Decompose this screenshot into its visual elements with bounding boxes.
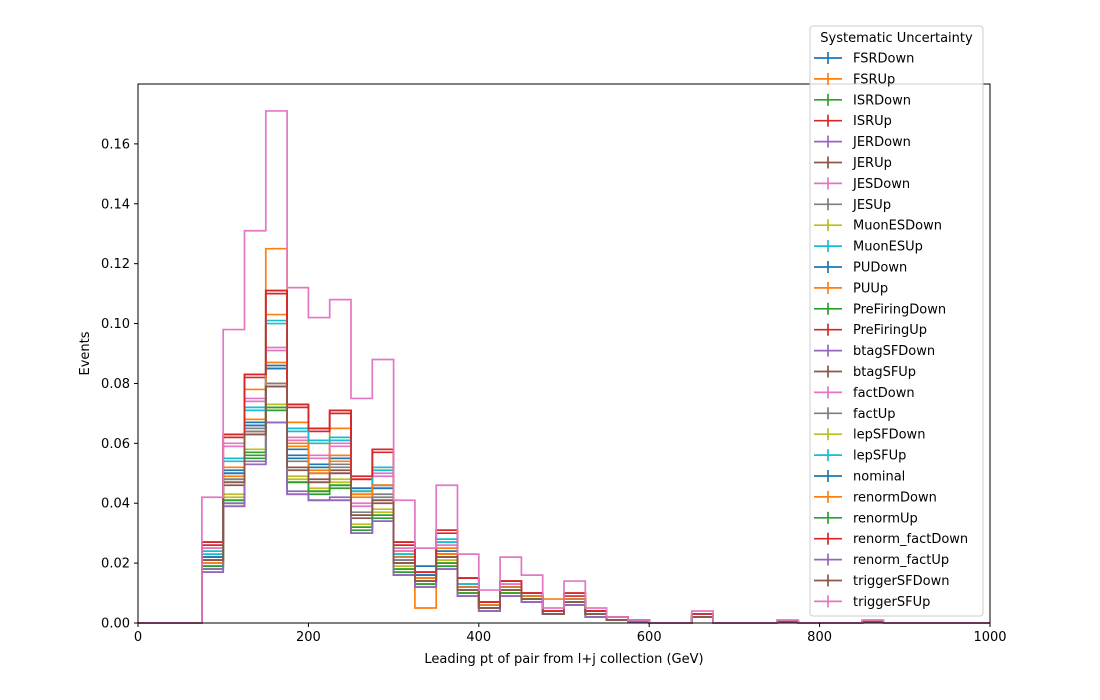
x-tick-label: 1000 (973, 630, 1006, 645)
legend-label: JERDown (852, 135, 911, 150)
legend-item: PreFiringDown (814, 302, 946, 317)
legend-item: JESDown (814, 177, 910, 192)
legend-item: lepSFDown (814, 428, 925, 443)
legend-item: PUDown (814, 261, 907, 276)
x-tick-label: 800 (807, 630, 832, 645)
legend-item: renormDown (814, 490, 937, 505)
series-line-triggerSFUp (138, 110, 990, 624)
legend-label: renorm_factUp (853, 553, 949, 568)
x-axis: 0 200 400 600 800 1000 (134, 623, 1007, 645)
axes-frame (137, 83, 991, 624)
legend-label: MuonESUp (853, 240, 923, 255)
x-axis-label: Leading pt of pair from l+j collection (… (424, 652, 703, 667)
legend-item: ISRUp (814, 114, 892, 129)
legend-item: nominal (814, 470, 905, 485)
legend-item: triggerSFDown (814, 574, 949, 589)
legend-items: FSRDown FSRUp ISRDown ISRUp JERDown JERUp JESD… (814, 52, 968, 610)
y-axis-label: Events (78, 331, 93, 375)
legend-item: factUp (814, 407, 896, 422)
legend-item: ISRDown (814, 93, 911, 108)
legend-item: renormUp (814, 511, 918, 526)
legend-label: nominal (853, 470, 905, 485)
y-tick-label: 0.08 (101, 377, 130, 392)
legend-box (809, 25, 984, 617)
y-tick-label: 0.14 (101, 197, 130, 212)
legend-item: JESUp (814, 198, 891, 213)
y-tick-label: 0.16 (101, 137, 130, 152)
legend-item: factDown (814, 386, 915, 401)
legend-item: FSRDown (814, 52, 914, 67)
legend: Systematic Uncertainty FSRDown FSRUp ISRDo… (809, 25, 984, 617)
legend-label: PUDown (853, 261, 907, 276)
legend-item: btagSFUp (814, 365, 916, 380)
x-tick-label: 200 (296, 630, 321, 645)
legend-label: triggerSFUp (853, 595, 930, 610)
legend-item: triggerSFUp (814, 595, 930, 610)
legend-item: FSRUp (814, 72, 895, 87)
legend-label: renormDown (853, 490, 937, 505)
legend-label: lepSFDown (853, 428, 925, 443)
legend-item: PreFiringUp (814, 323, 927, 338)
legend-label: triggerSFDown (853, 574, 949, 589)
x-tick-label: 400 (466, 630, 491, 645)
legend-label: ISRDown (853, 93, 911, 108)
legend-label: JESUp (852, 198, 891, 213)
y-axis: 0.00 0.02 0.04 0.06 0.08 0.10 0.12 0.14 0.16 (101, 137, 138, 632)
legend-label: JESDown (852, 177, 910, 192)
legend-item: JERDown (814, 135, 911, 150)
y-tick-label: 0.02 (101, 557, 130, 572)
x-tick-label: 0 (134, 630, 142, 645)
legend-label: factDown (853, 386, 915, 401)
legend-label: JERUp (852, 156, 892, 171)
legend-label: btagSFDown (853, 344, 935, 359)
legend-item: JERUp (814, 156, 892, 171)
y-tick-label: 0.00 (101, 617, 130, 632)
legend-item: MuonESDown (814, 219, 942, 234)
legend-label: PreFiringUp (853, 323, 927, 338)
legend-label: PreFiringDown (853, 302, 946, 317)
legend-label: PUUp (853, 281, 888, 296)
legend-item: renorm_factDown (814, 532, 968, 547)
legend-label: renorm_factDown (853, 532, 968, 547)
legend-item: MuonESUp (814, 240, 923, 255)
legend-label: factUp (853, 407, 896, 422)
legend-item: renorm_factUp (814, 553, 949, 568)
legend-item: btagSFDown (814, 344, 935, 359)
legend-label: FSRUp (853, 72, 895, 87)
legend-label: btagSFUp (853, 365, 916, 380)
x-tick-label: 600 (637, 630, 662, 645)
y-tick-label: 0.12 (101, 257, 130, 272)
legend-label: lepSFUp (853, 449, 906, 464)
legend-label: MuonESDown (853, 219, 942, 234)
legend-label: renormUp (853, 511, 918, 526)
y-tick-label: 0.10 (101, 317, 130, 332)
y-tick-label: 0.04 (101, 497, 130, 512)
legend-item: PUUp (814, 281, 888, 296)
legend-title: Systematic Uncertainty (820, 31, 973, 46)
legend-label: ISRUp (853, 114, 892, 129)
y-tick-label: 0.06 (101, 437, 130, 452)
legend-label: FSRDown (853, 52, 914, 67)
legend-item: lepSFUp (814, 449, 906, 464)
